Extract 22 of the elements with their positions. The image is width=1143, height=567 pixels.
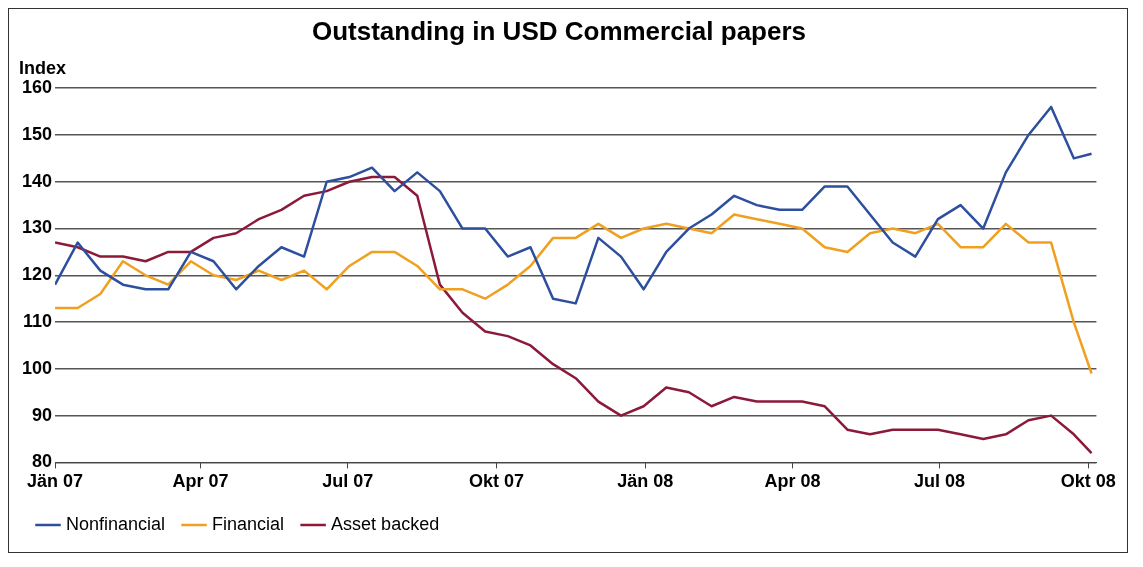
x-tick-label: Okt 08 [1060,471,1116,492]
legend-label: Financial [212,513,285,534]
y-tick-label: 120 [21,264,53,285]
y-tick-label: 150 [21,123,53,144]
chart-title: Outstanding in USD Commercial papers [311,15,807,46]
y-tick-label: 140 [21,170,53,191]
y-tick-label: 90 [32,404,53,425]
x-tick-label: Jän 08 [617,471,674,492]
x-tick-label: Apr 07 [172,471,229,492]
y-tick-label: 160 [21,77,53,98]
y-axis-title: Index [19,58,67,79]
y-tick-label: 130 [21,217,53,238]
y-tick-label: 80 [32,451,53,472]
y-tick-label: 100 [21,357,53,378]
x-tick-label: Jul 08 [914,471,966,492]
x-tick-label: Apr 08 [764,471,821,492]
legend-label: Nonfinancial [66,513,166,534]
y-tick-label: 110 [22,311,53,332]
legend-label: Asset backed [331,513,440,534]
x-tick-label: Okt 07 [468,471,524,492]
x-tick-label: Jän 07 [27,471,84,492]
x-tick-label: Jul 07 [322,471,374,492]
